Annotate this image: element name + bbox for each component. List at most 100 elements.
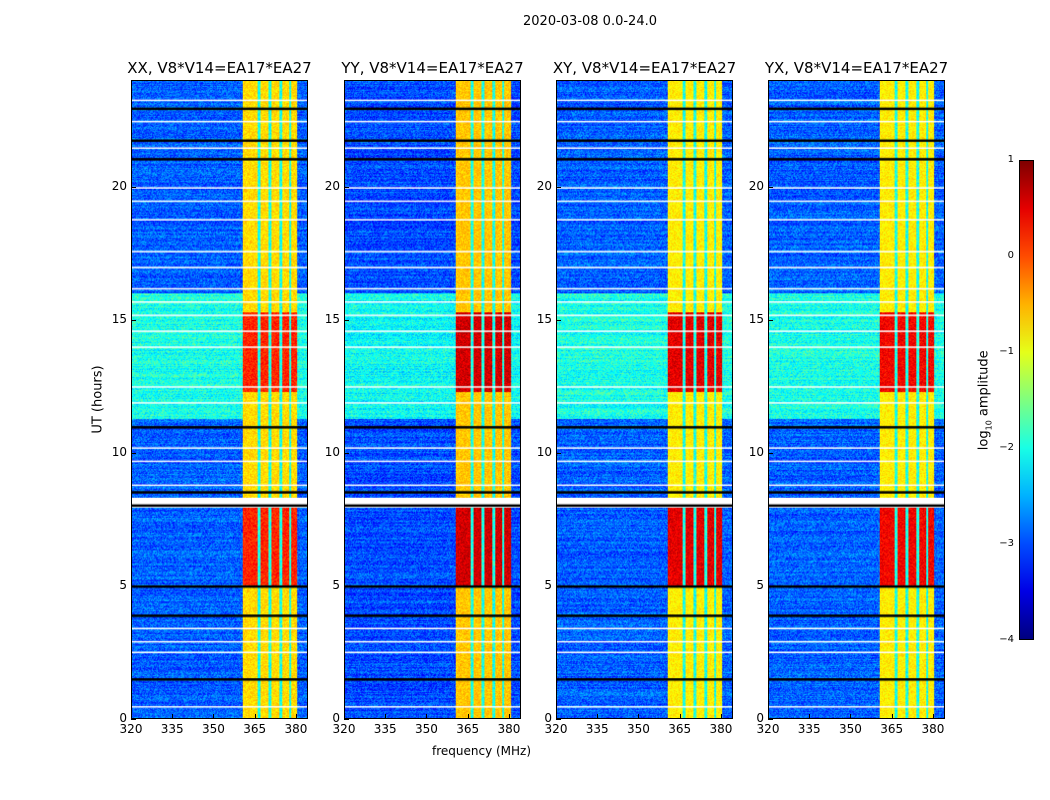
colorbar-tick-label: 1: [1007, 154, 1014, 165]
x-tick-label: 350: [415, 722, 438, 736]
y-tick-label: 20: [111, 178, 127, 193]
x-tick-label: 335: [160, 722, 184, 736]
x-tick-label: 350: [202, 722, 225, 736]
y-tick-mark: [768, 585, 773, 587]
y-tick-label: 15: [324, 311, 340, 326]
x-tick-mark: [426, 714, 428, 719]
x-tick-mark: [344, 714, 345, 719]
spectrogram-yx: [768, 80, 945, 719]
y-tick-mark: [768, 719, 773, 720]
y-tick-label: 10: [748, 444, 764, 459]
x-tick-mark: [720, 714, 722, 719]
y-tick-label: 0: [119, 711, 127, 725]
y-tick-label: 20: [324, 178, 340, 193]
colorbar-label-main: log: [976, 430, 992, 451]
y-tick-mark: [131, 186, 136, 188]
y-tick-label: 0: [332, 711, 340, 725]
x-tick-label: 335: [797, 722, 821, 736]
y-tick-mark: [556, 319, 561, 321]
y-tick-label: 10: [536, 444, 552, 459]
x-tick-mark: [213, 714, 215, 719]
y-tick-label: 5: [119, 577, 127, 592]
y-tick-label: 20: [748, 178, 764, 193]
y-tick-label: 10: [324, 444, 340, 459]
x-axis-label: frequency (MHz): [432, 744, 532, 758]
x-tick-label: 320: [544, 722, 568, 736]
x-tick-mark: [679, 714, 681, 719]
x-tick-label: 380: [921, 722, 945, 736]
y-tick-mark: [556, 186, 561, 188]
y-tick-mark: [131, 452, 136, 454]
panel-title: XX, V8*V14=EA17*EA27: [127, 59, 312, 77]
colorbar-label-sub: 10: [984, 420, 994, 431]
y-tick-label: 5: [544, 577, 552, 592]
x-tick-mark: [295, 714, 297, 719]
x-tick-mark: [254, 714, 256, 719]
y-tick-label: 0: [756, 711, 764, 725]
y-tick-mark: [556, 719, 561, 720]
x-tick-mark: [131, 714, 132, 719]
x-tick-label: 335: [373, 722, 397, 736]
y-tick-label: 5: [332, 577, 340, 592]
y-axis-label: UT (hours): [90, 365, 106, 434]
y-tick-mark: [344, 186, 349, 188]
y-tick-mark: [344, 452, 349, 454]
x-tick-mark: [385, 714, 387, 719]
panel-title: YY, V8*V14=EA17*EA27: [341, 59, 524, 77]
colorbar-tick-label: 0: [1007, 250, 1014, 261]
x-tick-label: 335: [585, 722, 609, 736]
colorbar-label: log10 amplitude: [977, 335, 994, 465]
y-tick-label: 15: [536, 311, 552, 326]
colorbar-tick-label: −4: [999, 634, 1014, 645]
x-tick-mark: [597, 714, 599, 719]
x-tick-mark: [809, 714, 811, 719]
y-tick-mark: [556, 585, 561, 587]
spectrogram-xx: [131, 80, 308, 719]
spectrogram-yy: [344, 80, 521, 719]
x-tick-mark: [556, 714, 557, 719]
y-tick-label: 5: [756, 577, 764, 592]
y-tick-mark: [556, 452, 561, 454]
x-tick-mark: [467, 714, 469, 719]
x-tick-label: 320: [119, 722, 143, 736]
colorbar-tick-label: −3: [999, 538, 1014, 549]
y-tick-mark: [768, 319, 773, 321]
y-tick-mark: [344, 585, 349, 587]
x-tick-label: 350: [627, 722, 650, 736]
colorbar-tick-label: −1: [999, 346, 1014, 357]
y-tick-mark: [768, 452, 773, 454]
x-tick-label: 365: [880, 722, 904, 736]
x-tick-mark: [768, 714, 769, 719]
x-tick-label: 320: [756, 722, 780, 736]
colorbar: [1019, 160, 1034, 640]
x-tick-label: 380: [709, 722, 733, 736]
y-tick-label: 15: [111, 311, 127, 326]
x-tick-mark: [638, 714, 640, 719]
x-tick-label: 380: [284, 722, 308, 736]
y-tick-mark: [344, 719, 349, 720]
y-tick-mark: [131, 319, 136, 321]
x-tick-label: 365: [668, 722, 692, 736]
x-tick-mark: [891, 714, 893, 719]
y-tick-mark: [131, 585, 136, 587]
y-tick-mark: [768, 186, 773, 188]
x-tick-mark: [850, 714, 852, 719]
panel-title: YX, V8*V14=EA17*EA27: [764, 59, 949, 77]
x-tick-label: 350: [839, 722, 862, 736]
y-tick-label: 10: [111, 444, 127, 459]
x-tick-label: 320: [332, 722, 356, 736]
spectrogram-xy: [556, 80, 733, 719]
x-tick-label: 365: [456, 722, 480, 736]
y-tick-label: 20: [536, 178, 552, 193]
x-tick-mark: [172, 714, 174, 719]
y-tick-mark: [344, 319, 349, 321]
y-tick-mark: [131, 719, 136, 720]
x-tick-label: 365: [243, 722, 267, 736]
x-tick-label: 380: [497, 722, 521, 736]
y-tick-label: 0: [544, 711, 552, 725]
x-tick-mark: [932, 714, 934, 719]
x-tick-mark: [508, 714, 510, 719]
colorbar-tick-label: −2: [999, 442, 1014, 453]
y-tick-label: 15: [748, 311, 764, 326]
chart-title: 2020-03-08 0.0-24.0: [523, 14, 657, 29]
